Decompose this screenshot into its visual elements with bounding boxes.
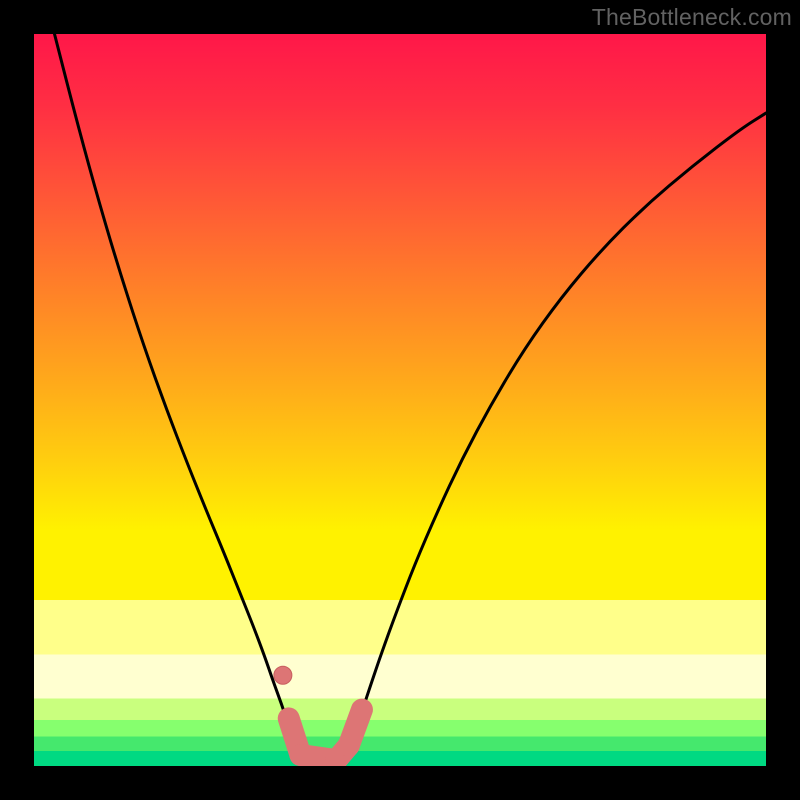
marker-segment: [336, 746, 348, 761]
frame-bottom: [0, 766, 800, 800]
frame-left: [0, 0, 34, 800]
chart-svg: [34, 34, 766, 766]
chart-plot-area: [34, 34, 766, 766]
marker-dot: [274, 666, 292, 684]
bottleneck-curve: [55, 34, 767, 764]
marker-segment: [349, 710, 362, 746]
marker-segment: [300, 755, 336, 760]
frame-right: [766, 0, 800, 800]
watermark-text: TheBottleneck.com: [592, 4, 792, 31]
marker-segment: [289, 718, 301, 755]
